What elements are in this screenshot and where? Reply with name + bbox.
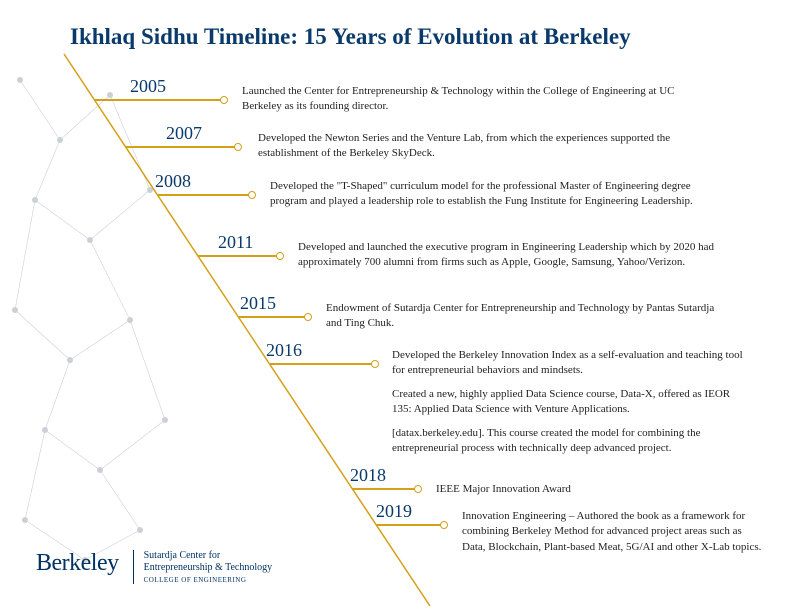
timeline-year: 2015 xyxy=(240,293,276,314)
branch-line xyxy=(376,524,444,526)
description-paragraph: Developed the Berkeley Innovation Index … xyxy=(392,348,752,379)
timeline-node xyxy=(234,143,242,151)
branch-line xyxy=(352,488,418,490)
timeline-year: 2007 xyxy=(166,123,202,144)
branch-line xyxy=(198,255,280,257)
branch-line xyxy=(95,99,225,101)
timeline-year: 2005 xyxy=(130,76,166,97)
timeline-node xyxy=(414,485,422,493)
timeline-node xyxy=(276,252,284,260)
timeline-description: Launched the Center for Entrepreneurship… xyxy=(242,84,692,123)
page-title: Ikhlaq Sidhu Timeline: 15 Years of Evolu… xyxy=(70,24,631,50)
timeline-description: Developed and launched the executive pro… xyxy=(298,240,718,279)
timeline-description: Developed the Newton Series and the Vent… xyxy=(258,131,708,170)
description-paragraph: Created a new, highly applied Data Scien… xyxy=(392,387,752,418)
branch-line xyxy=(270,363,375,365)
branch-line xyxy=(157,194,252,196)
timeline-node xyxy=(440,521,448,529)
timeline-node xyxy=(248,191,256,199)
description-paragraph: [datax.berkeley.edu]. This course create… xyxy=(392,426,752,457)
timeline-description: Innovation Engineering – Authored the bo… xyxy=(462,509,762,563)
timeline-node xyxy=(304,313,312,321)
description-paragraph: Endowment of Sutardja Center for Entrepr… xyxy=(326,301,726,332)
description-paragraph: IEEE Major Innovation Award xyxy=(436,482,756,497)
description-paragraph: Developed and launched the executive pro… xyxy=(298,240,718,271)
timeline-year: 2016 xyxy=(266,340,302,361)
timeline-year: 2008 xyxy=(155,171,191,192)
logo-center-line2: Entrepreneurship & Technology xyxy=(144,562,273,574)
timeline-year: 2011 xyxy=(218,232,253,253)
logo-college: COLLEGE OF ENGINEERING xyxy=(144,576,273,584)
timeline-year: 2018 xyxy=(350,465,386,486)
timeline-node xyxy=(371,360,379,368)
timeline-node xyxy=(220,96,228,104)
description-paragraph: Launched the Center for Entrepreneurship… xyxy=(242,84,692,115)
description-paragraph: Innovation Engineering – Authored the bo… xyxy=(462,509,762,555)
logo-center-line1: Sutardja Center for xyxy=(144,550,273,562)
timeline-description: Endowment of Sutardja Center for Entrepr… xyxy=(326,301,726,340)
timeline-description: Developed the Berkeley Innovation Index … xyxy=(392,348,752,464)
branch-line xyxy=(238,316,308,318)
berkeley-logo: Berkeley Sutardja Center for Entrepreneu… xyxy=(36,550,272,584)
branch-line xyxy=(126,146,238,148)
timeline-year: 2019 xyxy=(376,501,412,522)
timeline-description: IEEE Major Innovation Award xyxy=(436,482,756,505)
logo-subtext: Sutardja Center for Entrepreneurship & T… xyxy=(133,550,273,584)
description-paragraph: Developed the "T-Shaped" curriculum mode… xyxy=(270,179,710,210)
timeline-description: Developed the "T-Shaped" curriculum mode… xyxy=(270,179,710,218)
logo-wordmark: Berkeley xyxy=(36,550,119,576)
description-paragraph: Developed the Newton Series and the Vent… xyxy=(258,131,708,162)
